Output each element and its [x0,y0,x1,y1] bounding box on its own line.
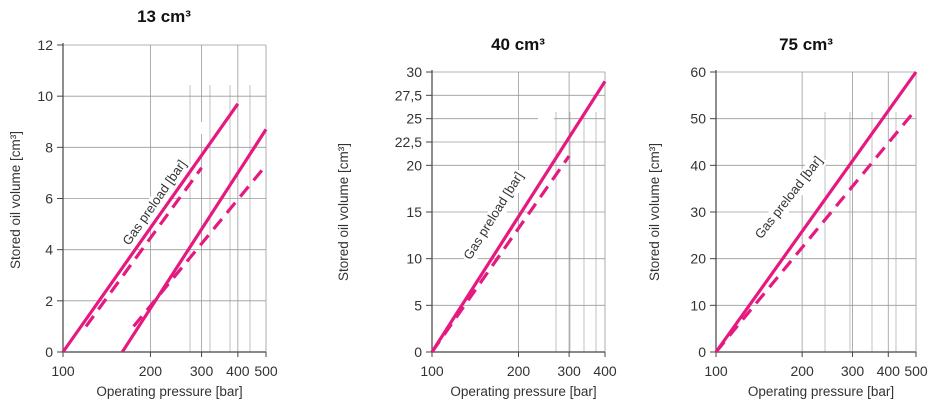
y-tick-label: 40 [690,157,706,173]
x-axis-label: Operating pressure [bar] [96,384,242,399]
x-tick-label: 100 [704,363,728,379]
grid-gap [538,114,554,126]
y-tick-label: 25 [406,111,422,127]
chart-title: 75 cm³ [779,35,833,54]
y-axis-label: Stored oil volume [cm³] [8,131,23,269]
x-tick-label: 100 [420,363,444,379]
y-tick-label: 10 [406,251,422,267]
y-tick-label: 2 [45,293,53,309]
x-tick-label: 400 [226,363,250,379]
series-line-dashed [432,156,569,352]
x-tick-label: 200 [139,363,163,379]
y-tick-label: 12 [37,37,53,53]
chart-40cm3: 40 cm³ 0 5 10 15 20 22,5 25 27,5 30 100 200 300 400 Op… [336,35,617,399]
y-tick-label: 6 [45,191,53,207]
series-line-dashed [716,109,916,352]
x-axis-label: Operating pressure [bar] [450,384,596,399]
x-tick-label: 300 [557,363,581,379]
y-tick-label: 0 [45,344,53,360]
y-tick-label: 30 [406,64,422,80]
y-axis-label: Stored oil volume [cm³] [336,143,351,281]
grid-gap [192,122,208,134]
gas-preload-annotation: Gas preload [bar] [752,153,826,241]
y-tick-label: 8 [45,139,53,155]
gas-preload-annotation: Gas preload [bar] [460,169,526,262]
y-tick-label: 4 [45,242,53,258]
y-tick-label: 20 [406,157,422,173]
chart-75cm3: 75 cm³ 0 10 20 30 40 50 60 100 200 300 400 500 Operat… [647,35,928,399]
x-tick-label: 100 [51,363,75,379]
x-axis-label: Operating pressure [bar] [748,384,894,399]
y-tick-label: 10 [690,297,706,313]
y-tick-label: 0 [414,344,422,360]
x-tick-label: 400 [593,363,617,379]
y-tick-label: 30 [690,204,706,220]
x-tick-label: 200 [507,363,531,379]
y-tick-label: 5 [414,297,422,313]
x-tick-label: 500 [904,363,928,379]
y-tick-label: 15 [406,204,422,220]
x-tick-label: 300 [190,363,214,379]
y-tick-label: 0 [698,344,706,360]
x-tick-label: 500 [254,363,278,379]
y-tick-label: 60 [690,64,706,80]
series-line-dashed [86,168,202,327]
y-tick-label: 20 [690,251,706,267]
y-axis-label: Stored oil volume [cm³] [647,143,662,281]
chart-13cm3: 13 cm³ 0 2 4 6 8 10 12 100 200 300 400 500 Operating … [8,7,278,399]
x-tick-label: 200 [790,363,814,379]
chart-title: 13 cm³ [137,7,191,26]
series-line-solid [122,129,266,352]
x-tick-label: 300 [841,363,865,379]
x-tick-label: 400 [877,363,901,379]
y-tick-label: 50 [690,111,706,127]
chart-title: 40 cm³ [491,35,545,54]
y-tick-label: 27,5 [395,87,422,103]
y-tick-label: 10 [37,88,53,104]
y-tick-label: 22,5 [395,134,422,150]
